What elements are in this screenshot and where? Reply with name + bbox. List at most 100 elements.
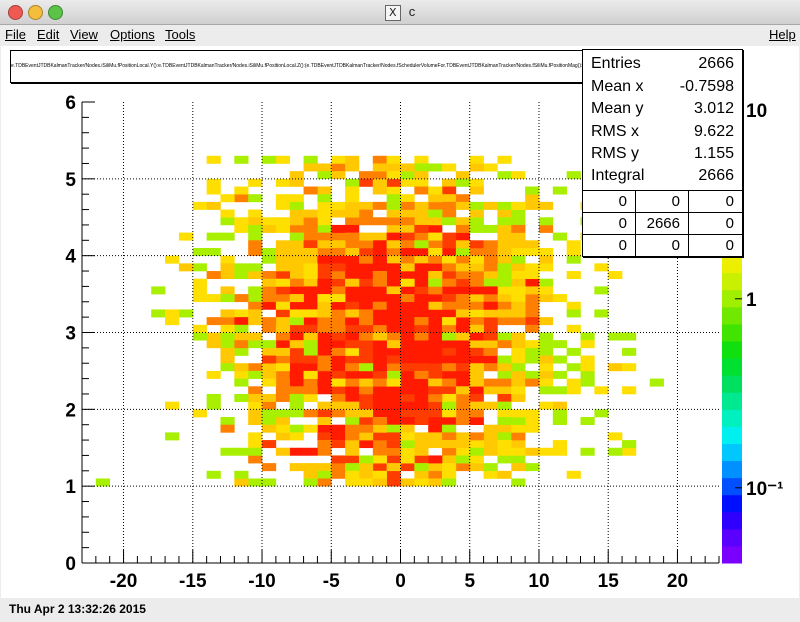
heatmap-cell: [358, 324, 374, 333]
close-window-button[interactable]: [8, 5, 23, 20]
heatmap-cell: [442, 478, 457, 487]
heatmap-cell: [372, 440, 387, 449]
heatmap-cell: [428, 478, 443, 487]
heatmap-cell: [289, 201, 304, 210]
heatmap-cell: [317, 186, 332, 195]
heatmap-cell: [303, 186, 318, 195]
heatmap-cell: [220, 294, 235, 303]
heatmap-cell: [178, 263, 194, 272]
heatmap-cell: [331, 424, 346, 433]
heatmap-cell: [303, 370, 318, 379]
heatmap-cell: [303, 209, 318, 218]
heatmap-cell: [608, 363, 623, 372]
heatmap-cell: [622, 332, 637, 341]
heatmap-cell: [400, 209, 415, 218]
y-tick-label: 3: [65, 324, 76, 345]
minimize-window-button[interactable]: [28, 5, 43, 20]
heatmap-cell: [414, 432, 429, 441]
menu-options[interactable]: Options: [110, 27, 155, 42]
heatmap-cell: [234, 263, 249, 272]
status-bar: Thu Apr 2 13:32:26 2015: [0, 598, 800, 622]
heatmap-cell: [248, 301, 263, 310]
heatmap-cell: [345, 232, 360, 241]
heatmap-cell: [442, 317, 457, 326]
stats-label: Entries: [591, 55, 641, 72]
heatmap-cell: [497, 447, 512, 456]
heatmap-cell: [345, 417, 360, 425]
heatmap-cell: [414, 455, 429, 464]
heatmap-cell: [303, 478, 318, 487]
heatmap-cell: [262, 224, 277, 233]
menu-tools[interactable]: Tools: [165, 27, 196, 42]
heatmap-cell: [345, 155, 360, 164]
heatmap-cell: [248, 447, 263, 456]
heatmap-cell: [469, 209, 484, 218]
heatmap-cell: [455, 440, 471, 449]
heatmap-cell: [511, 317, 526, 326]
menu-view[interactable]: View: [70, 27, 98, 42]
heatmap-cell: [275, 355, 291, 364]
heatmap-cell: [414, 286, 429, 295]
heatmap-cell: [358, 363, 374, 372]
heatmap-cell: [455, 340, 471, 349]
heatmap-cell: [442, 355, 457, 364]
heatmap-cell: [497, 332, 512, 341]
heatmap-cell: [580, 332, 595, 341]
heatmap-cell: [262, 409, 277, 418]
heatmap-cell: [594, 309, 609, 318]
heatmap-cell: [289, 355, 304, 364]
heatmap-cell: [428, 186, 443, 195]
heatmap-cell: [525, 370, 540, 379]
heatmap-cell: [234, 378, 249, 387]
heatmap-cell: [372, 201, 387, 210]
x-tick-label: 5: [464, 571, 475, 592]
heatmap-cell: [414, 370, 429, 379]
heatmap-cell: [372, 417, 387, 425]
heatmap-cell: [248, 386, 263, 395]
zoom-window-button[interactable]: [48, 5, 63, 20]
heatmap-cell: [372, 247, 387, 256]
heatmap-cell: [345, 247, 360, 256]
heatmap-cell: [455, 355, 471, 364]
palette-swatch: [722, 511, 742, 530]
heatmap-cell: [469, 255, 484, 264]
heatmap-cell: [455, 286, 471, 295]
heatmap-cell: [372, 271, 387, 280]
heatmap-cell: [497, 232, 512, 241]
menu-edit[interactable]: Edit: [37, 27, 60, 42]
menu-file[interactable]: File: [5, 27, 26, 42]
heatmap-cell: [386, 201, 401, 210]
heatmap-cell: [275, 317, 291, 326]
heatmap-cell: [525, 240, 540, 249]
heatmap-cell: [331, 317, 346, 326]
heatmap-cell: [289, 309, 304, 318]
heatmap-cell: [358, 201, 374, 210]
heatmap-cell: [497, 278, 512, 287]
heatmap-cell: [262, 294, 277, 303]
heatmap-cell: [414, 294, 429, 303]
palette-swatch: [722, 494, 742, 513]
heatmap-cell: [400, 370, 415, 379]
heatmap-cell: [192, 294, 207, 303]
heatmap-cell: [289, 171, 304, 180]
heatmap-cell: [345, 409, 360, 418]
heatmap-cell: [400, 163, 415, 172]
heatmap-cell: [428, 440, 443, 449]
heatmap-cell: [552, 447, 567, 456]
heatmap-cell: [455, 255, 471, 264]
menu-help[interactable]: Help: [769, 27, 796, 42]
heatmap-cell: [289, 217, 304, 226]
heatmap-cell: [331, 278, 346, 287]
heatmap-cell: [289, 317, 304, 326]
heatmap-cell: [234, 217, 249, 226]
heatmap-cell: [386, 194, 401, 203]
heatmap-cell: [497, 224, 512, 233]
heatmap-cell: [469, 440, 484, 449]
heatmap-cell: [511, 478, 526, 487]
heatmap-cell: [386, 232, 401, 241]
heatmap-cell: [331, 363, 346, 372]
heatmap-cell: [206, 332, 221, 341]
heatmap-cell: [538, 255, 554, 264]
plot-canvas[interactable]: e.TDBEventJTDBKalmanTracker/Nodes.iSiliM…: [1, 46, 799, 598]
heatmap-cell: [386, 301, 401, 310]
